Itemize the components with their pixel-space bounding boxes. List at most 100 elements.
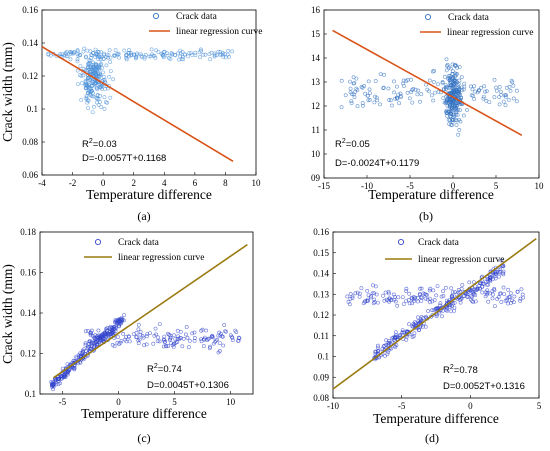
crack-data-point [78, 353, 83, 358]
crack-data-point [446, 65, 451, 70]
y-tick-label: 0.16 [313, 227, 329, 237]
crack-data-point [85, 76, 90, 81]
x-tick-label: -15 [318, 181, 330, 191]
crack-data-point [148, 54, 153, 59]
crack-data-point [351, 92, 356, 97]
crack-data-point [75, 48, 80, 53]
crack-data-point [102, 107, 107, 111]
crack-data-point [454, 93, 459, 98]
crack-data-point [134, 55, 139, 60]
crack-data-point [484, 89, 489, 94]
crack-data-point [365, 93, 370, 98]
crack-data-point [221, 55, 226, 59]
crack-data-point [469, 93, 474, 98]
x-axis-label: Temperature difference [86, 187, 212, 202]
crack-data-point [75, 59, 80, 64]
y-axis-ticks: 09 10 11 12 13 14 15 16 [311, 5, 327, 183]
crack-data-point [465, 295, 470, 300]
crack-data-point [61, 374, 66, 379]
crack-data-point [96, 328, 101, 333]
crack-data-point [339, 78, 344, 83]
crack-data-point [431, 288, 436, 293]
x-tick-label: -5 [59, 397, 67, 407]
crack-data-point [367, 91, 372, 96]
crack-data-point [432, 298, 437, 302]
r-squared-value: =0.03 [93, 139, 117, 150]
y-tick-label: 0.1 [318, 352, 329, 362]
crack-data-point [108, 327, 113, 332]
crack-data-point [93, 47, 98, 52]
crack-data-point [441, 293, 446, 298]
crack-data-point [161, 53, 166, 58]
crack-data-point [486, 282, 491, 287]
crack-data-point [173, 53, 177, 57]
crack-data-point [131, 332, 136, 337]
crack-data-point [423, 324, 428, 329]
crack-data-point [169, 341, 174, 346]
crack-data-point [83, 341, 88, 346]
crack-data-point [151, 53, 156, 58]
crack-data-point [177, 57, 181, 62]
crack-data-point [64, 50, 69, 54]
crack-data-point [453, 118, 458, 122]
legend-label-regression: linear regression curve [447, 28, 534, 38]
crack-data-point [173, 340, 178, 345]
crack-data-point [447, 118, 452, 122]
crack-data-point [511, 96, 516, 101]
crack-data-point [391, 335, 396, 340]
crack-data-point [345, 294, 350, 299]
crack-data-point [462, 84, 467, 89]
crack-data-point [405, 90, 410, 95]
crack-data-point [449, 112, 454, 117]
crack-data-point [373, 351, 378, 356]
crack-data-point [480, 290, 485, 295]
crack-data-point [71, 365, 75, 370]
panel-label: (a) [137, 209, 150, 223]
crack-data-point [506, 287, 511, 292]
crack-data-point [487, 291, 492, 296]
crack-data-point [388, 98, 393, 103]
crack-data-point [498, 291, 503, 296]
crack-data-point [452, 114, 457, 119]
crack-data-point [224, 329, 228, 334]
crack-data-point [91, 334, 95, 339]
crack-data-point [74, 356, 79, 361]
crack-data-point [75, 57, 80, 62]
crack-data-point [86, 106, 91, 111]
crack-data-point [376, 348, 381, 353]
crack-data-point [107, 75, 112, 79]
crack-data-point [417, 327, 422, 332]
legend-label-crack-data: Crack data [448, 13, 490, 23]
crack-data-point [448, 305, 452, 310]
crack-data-point [427, 296, 432, 301]
crack-data-point [390, 340, 395, 345]
crack-data-point [482, 84, 487, 89]
crack-data-point [106, 55, 110, 60]
crack-data-point [470, 87, 475, 92]
crack-data-point [221, 343, 226, 348]
crack-data-point [476, 286, 480, 291]
crack-data-point [104, 63, 109, 68]
crack-data-point [493, 276, 498, 281]
crack-data-point [108, 69, 113, 74]
crack-data-point [109, 330, 114, 335]
crack-data-point [89, 343, 94, 348]
crack-data-point [498, 267, 503, 272]
crack-data-point [409, 77, 413, 82]
crack-data-point [435, 306, 440, 311]
crack-data-point [497, 85, 502, 89]
crack-data-point [454, 63, 459, 68]
crack-data-point [519, 287, 524, 292]
crack-data-point [440, 80, 445, 84]
regression-line [41, 45, 234, 162]
crack-data-point [102, 51, 107, 56]
crack-data-point [128, 53, 133, 58]
crack-data-point [98, 72, 103, 77]
crack-data-point [502, 93, 507, 98]
y-tick-label: 10 [311, 149, 321, 159]
crack-data-point [162, 49, 167, 54]
crack-data-point [425, 297, 430, 302]
crack-data-point [485, 288, 490, 293]
crack-data-point [430, 308, 435, 313]
crack-data-point [193, 50, 198, 55]
